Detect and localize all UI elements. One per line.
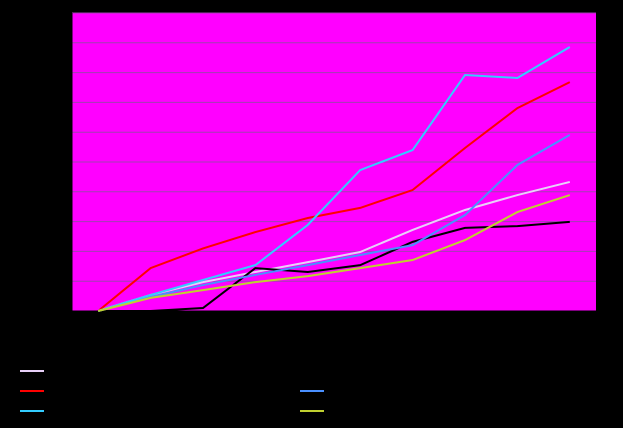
y-tick-label: 4 — [58, 186, 64, 198]
series-line — [97, 81, 571, 312]
y-tick-label: 9 — [58, 37, 64, 49]
y-tick-label: 5 — [58, 156, 64, 168]
y-tick-label: 0 — [58, 305, 64, 317]
y-tick-label: 1 — [58, 275, 64, 287]
series-line — [97, 180, 571, 312]
y-tick-label: 8 — [58, 67, 64, 79]
series-line — [97, 134, 571, 312]
series-line — [97, 194, 571, 312]
y-tick-label: 7 — [58, 96, 64, 108]
y-tick-label: 2 — [58, 245, 64, 257]
y-tick-label: 6 — [58, 126, 64, 138]
y-tick-label: 10 — [52, 7, 64, 19]
y-tick-label: 3 — [58, 216, 64, 228]
series-line — [97, 46, 571, 312]
